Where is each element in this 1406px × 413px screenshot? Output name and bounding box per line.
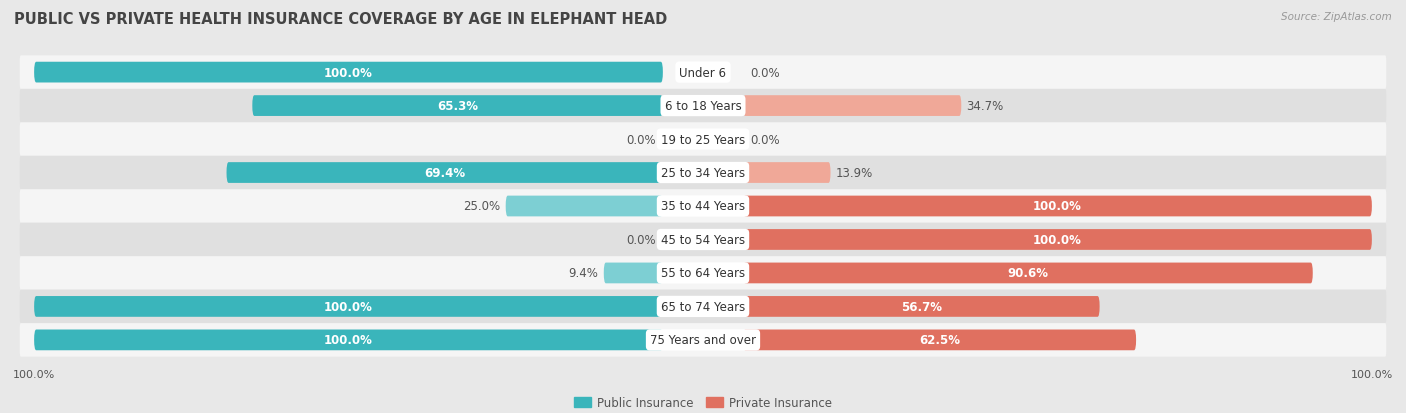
Text: 6 to 18 Years: 6 to 18 Years bbox=[665, 100, 741, 113]
Text: 25.0%: 25.0% bbox=[463, 200, 501, 213]
FancyBboxPatch shape bbox=[20, 290, 1386, 323]
Text: 100.0%: 100.0% bbox=[323, 300, 373, 313]
Text: 0.0%: 0.0% bbox=[627, 133, 657, 146]
Text: 65.3%: 65.3% bbox=[437, 100, 478, 113]
Text: Source: ZipAtlas.com: Source: ZipAtlas.com bbox=[1281, 12, 1392, 22]
FancyBboxPatch shape bbox=[20, 90, 1386, 123]
FancyBboxPatch shape bbox=[744, 263, 1313, 284]
Text: 0.0%: 0.0% bbox=[749, 133, 779, 146]
FancyBboxPatch shape bbox=[20, 190, 1386, 223]
FancyBboxPatch shape bbox=[744, 96, 962, 117]
Text: 19 to 25 Years: 19 to 25 Years bbox=[661, 133, 745, 146]
Text: 69.4%: 69.4% bbox=[425, 166, 465, 180]
Text: 9.4%: 9.4% bbox=[568, 267, 599, 280]
Text: 25 to 34 Years: 25 to 34 Years bbox=[661, 166, 745, 180]
FancyBboxPatch shape bbox=[20, 323, 1386, 357]
Text: 100.0%: 100.0% bbox=[1033, 200, 1083, 213]
Legend: Public Insurance, Private Insurance: Public Insurance, Private Insurance bbox=[569, 392, 837, 413]
Text: 13.9%: 13.9% bbox=[837, 166, 873, 180]
Text: 62.5%: 62.5% bbox=[920, 334, 960, 347]
Text: 75 Years and over: 75 Years and over bbox=[650, 334, 756, 347]
Text: 56.7%: 56.7% bbox=[901, 300, 942, 313]
FancyBboxPatch shape bbox=[20, 56, 1386, 90]
FancyBboxPatch shape bbox=[744, 330, 1136, 350]
FancyBboxPatch shape bbox=[744, 230, 1372, 250]
Text: 100.0%: 100.0% bbox=[323, 66, 373, 79]
FancyBboxPatch shape bbox=[34, 296, 662, 317]
FancyBboxPatch shape bbox=[226, 163, 662, 183]
Text: PUBLIC VS PRIVATE HEALTH INSURANCE COVERAGE BY AGE IN ELEPHANT HEAD: PUBLIC VS PRIVATE HEALTH INSURANCE COVER… bbox=[14, 12, 668, 27]
FancyBboxPatch shape bbox=[34, 63, 662, 83]
FancyBboxPatch shape bbox=[20, 123, 1386, 157]
Text: Under 6: Under 6 bbox=[679, 66, 727, 79]
FancyBboxPatch shape bbox=[744, 163, 831, 183]
FancyBboxPatch shape bbox=[20, 157, 1386, 190]
FancyBboxPatch shape bbox=[603, 263, 662, 284]
Text: 0.0%: 0.0% bbox=[627, 233, 657, 247]
FancyBboxPatch shape bbox=[20, 256, 1386, 290]
Text: 45 to 54 Years: 45 to 54 Years bbox=[661, 233, 745, 247]
Text: 100.0%: 100.0% bbox=[323, 334, 373, 347]
Text: 100.0%: 100.0% bbox=[1033, 233, 1083, 247]
FancyBboxPatch shape bbox=[744, 296, 1099, 317]
FancyBboxPatch shape bbox=[252, 96, 662, 117]
Text: 34.7%: 34.7% bbox=[967, 100, 1004, 113]
Text: 65 to 74 Years: 65 to 74 Years bbox=[661, 300, 745, 313]
Text: 0.0%: 0.0% bbox=[749, 66, 779, 79]
FancyBboxPatch shape bbox=[20, 223, 1386, 256]
FancyBboxPatch shape bbox=[34, 330, 662, 350]
FancyBboxPatch shape bbox=[506, 196, 662, 217]
Text: 35 to 44 Years: 35 to 44 Years bbox=[661, 200, 745, 213]
FancyBboxPatch shape bbox=[744, 196, 1372, 217]
Text: 55 to 64 Years: 55 to 64 Years bbox=[661, 267, 745, 280]
Text: 90.6%: 90.6% bbox=[1008, 267, 1049, 280]
